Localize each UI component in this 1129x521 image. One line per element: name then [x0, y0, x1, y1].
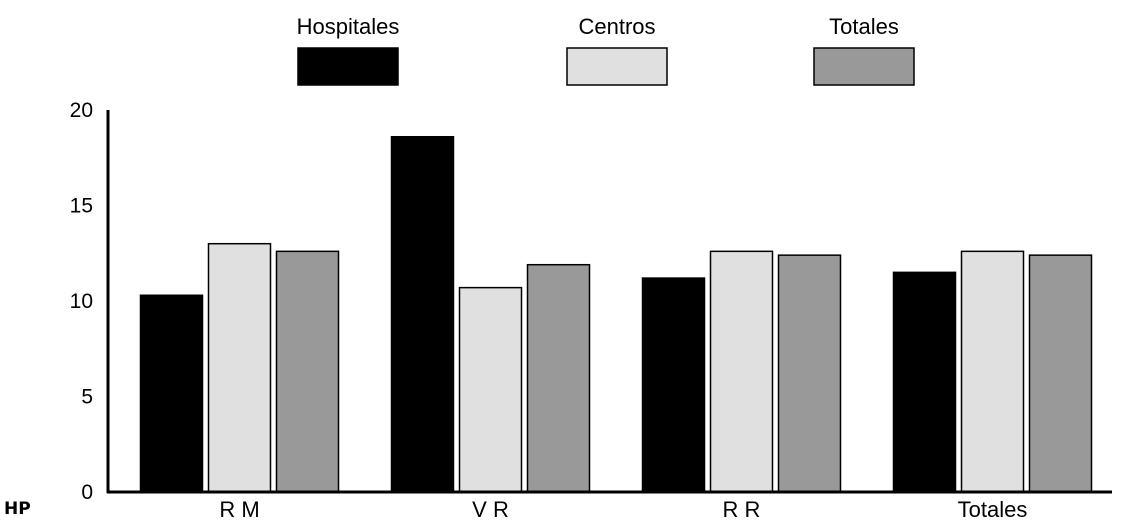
corner-label: HP	[4, 499, 31, 519]
bar-totales-r-m	[275, 250, 340, 493]
y-tick-label: 20	[70, 99, 93, 122]
bar-hospitales-r-r	[641, 277, 706, 493]
legend-swatch	[813, 47, 915, 86]
legend-label: Totales	[829, 14, 899, 39]
legend-swatch	[297, 47, 399, 86]
bar-centros-v-r	[458, 286, 523, 493]
bar-totales-totales	[1028, 254, 1093, 493]
x-axis: R M V R R R Totales	[107, 490, 1112, 521]
bar-centros-r-r	[709, 250, 774, 493]
y-tick-label: 10	[70, 290, 93, 313]
y-tick-label: 0	[81, 481, 93, 504]
bar-totales-v-r	[526, 263, 591, 493]
legend-label: Centros	[578, 14, 655, 39]
bars	[139, 135, 1093, 493]
x-category-label: Totales	[958, 497, 1028, 521]
bar-hospitales-v-r	[390, 135, 455, 493]
bar-totales-r-r	[777, 254, 842, 493]
y-axis: 0 5 10 15 20	[70, 99, 110, 504]
x-category-label: R R	[723, 497, 761, 521]
bar-centros-r-m	[207, 242, 272, 493]
x-category-label: V R	[472, 497, 509, 521]
bar-centros-totales	[960, 250, 1025, 493]
bar-hospitales-r-m	[139, 294, 204, 493]
legend-swatch	[566, 47, 668, 86]
y-tick-label: 5	[81, 386, 93, 409]
x-category-label: R M	[219, 497, 259, 521]
y-tick-label: 15	[70, 195, 93, 218]
legend-label: Hospitales	[297, 14, 400, 39]
bar-hospitales-totales	[892, 271, 957, 493]
legend: Hospitales Centros Totales	[297, 14, 915, 86]
